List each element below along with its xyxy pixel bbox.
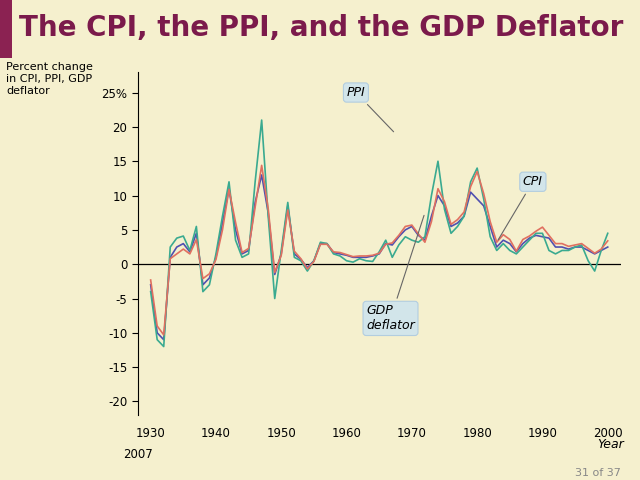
Bar [0,0,12,58]
Text: Percent change
in CPI, PPI, GDP
deflator: Percent change in CPI, PPI, GDP deflator [6,62,93,96]
Text: 31 of 37: 31 of 37 [575,468,621,478]
Text: GDP
deflator: GDP deflator [366,216,424,332]
Text: 2007: 2007 [123,448,152,461]
Text: The CPI, the PPI, and the GDP Deflator: The CPI, the PPI, and the GDP Deflator [19,13,623,42]
Text: CPI: CPI [498,175,543,240]
Text: PPI: PPI [346,86,394,132]
Text: Year: Year [597,438,624,451]
